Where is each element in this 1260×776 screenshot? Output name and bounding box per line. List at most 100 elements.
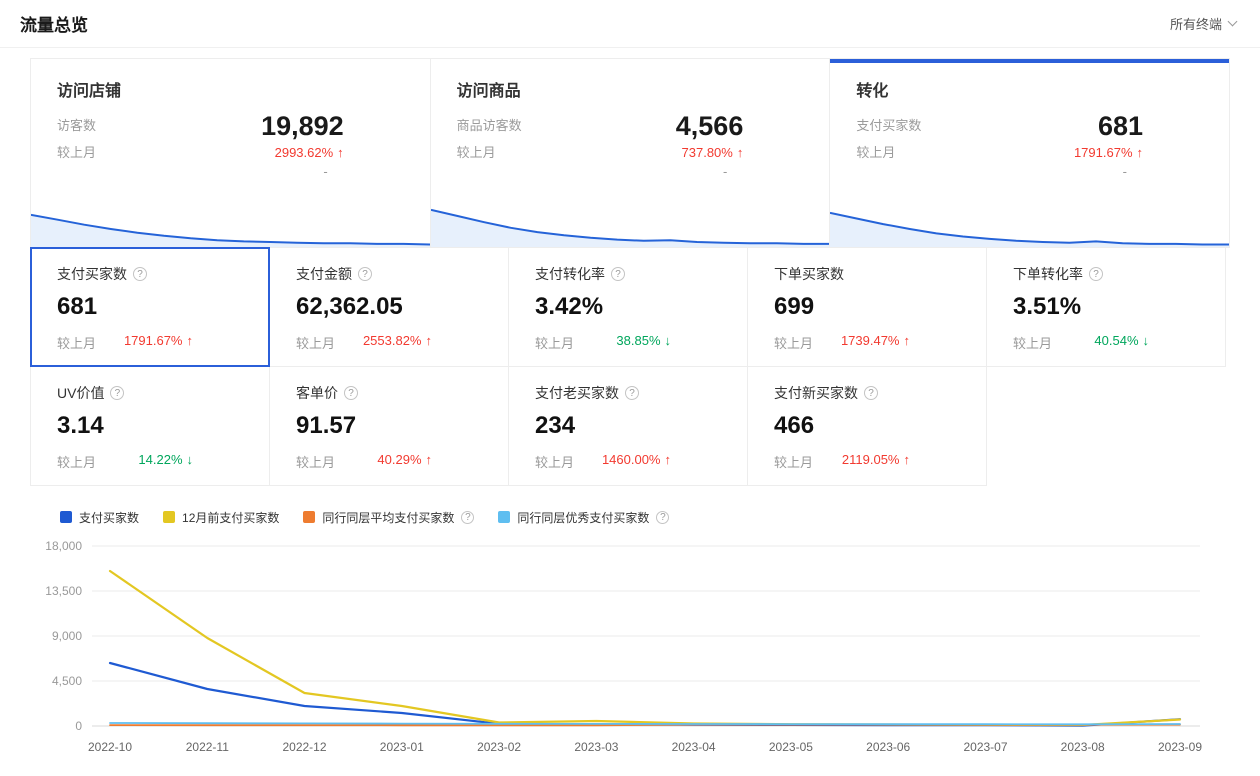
legend-swatch xyxy=(498,511,511,523)
change-value: 2553.82% xyxy=(362,333,422,348)
top-card-title: 转化 xyxy=(856,83,889,100)
x-tick-label: 2023-01 xyxy=(380,740,424,754)
change-value: 737.80% xyxy=(681,145,733,160)
stat-card-pay-amount[interactable]: 支付金额 62,362.05 较上月 2553.82% xyxy=(269,247,509,367)
info-icon[interactable] xyxy=(625,386,639,400)
chart-legend: 支付买家数 12月前支付买家数 同行同层平均支付买家数 同行同层优秀支付买家数 xyxy=(30,508,1230,526)
x-tick-label: 2022-10 xyxy=(88,740,132,754)
page-header: 流量总览 所有终端 xyxy=(0,0,1260,48)
info-icon[interactable] xyxy=(110,386,125,400)
compare-label: 较上月 xyxy=(296,336,336,351)
legend-label: 12月前支付买家数 xyxy=(182,510,280,525)
info-icon[interactable] xyxy=(656,510,670,524)
top-card-title: 访问商品 xyxy=(456,83,521,100)
stat-card-title: 下单转化率 xyxy=(1013,266,1083,282)
compare-label: 较上月 xyxy=(57,336,97,351)
legend-label: 支付买家数 xyxy=(79,510,140,525)
stat-card-order-conversion-rate[interactable]: 下单转化率 3.51% 较上月 40.54% xyxy=(986,247,1226,367)
compare-label: 较上月 xyxy=(296,455,336,470)
y-tick-label: 13,500 xyxy=(45,584,82,598)
stat-card-title: 支付新买家数 xyxy=(774,385,858,401)
y-tick-label: 0 xyxy=(75,719,82,733)
legend-item[interactable]: 同行同层优秀支付买家数 xyxy=(498,509,670,526)
compare-label: 较上月 xyxy=(57,455,97,470)
terminal-dropdown-label: 所有终端 xyxy=(1169,17,1222,32)
x-tick-label: 2022-12 xyxy=(282,740,326,754)
sub-value: - xyxy=(323,164,328,179)
stat-card-title: 客单价 xyxy=(296,385,338,401)
legend-swatch xyxy=(60,511,72,523)
chevron-down-icon xyxy=(1227,16,1238,27)
info-icon[interactable] xyxy=(461,510,475,524)
top-card-product-visits[interactable]: 访问商品 商品访客数 较上月 4,566 737.80% - xyxy=(429,58,831,248)
series-line xyxy=(109,722,1181,726)
stat-card-value: 699 xyxy=(774,293,815,320)
compare-label: 较上月 xyxy=(535,336,575,351)
change-value: 14.22% xyxy=(138,452,183,467)
stat-card-order-buyers[interactable]: 下单买家数 699 较上月 1739.47% xyxy=(747,247,987,367)
change-value: 1791.67% xyxy=(123,333,183,348)
compare-label: 较上月 xyxy=(57,145,97,160)
change-value: 40.54% xyxy=(1094,333,1139,348)
change-value: 2119.05% xyxy=(841,452,900,467)
change-indicator: 40.29% xyxy=(377,452,432,471)
top-card-conversion[interactable]: 转化 支付买家数 较上月 681 1791.67% - xyxy=(829,58,1231,248)
legend-item[interactable]: 支付买家数 xyxy=(60,509,139,526)
stat-cards-row-2: UV价值 3.14 较上月 14.22% 客单价 91.57 较上月 40.29… xyxy=(30,366,1230,486)
metric-value: 4,566 xyxy=(675,111,744,141)
change-indicator: 2553.82% xyxy=(363,333,432,352)
change-value: 2993.62% xyxy=(274,145,334,160)
trend-arrow-icon xyxy=(1137,145,1144,160)
page-title: 流量总览 xyxy=(20,16,88,35)
stat-card-value: 466 xyxy=(774,412,815,439)
info-icon[interactable] xyxy=(864,386,878,400)
stat-card-uv-value[interactable]: UV价值 3.14 较上月 14.22% xyxy=(30,366,270,486)
y-tick-label: 4,500 xyxy=(52,674,82,688)
change-indicator: 14.22% xyxy=(138,452,193,471)
metrics-panel: 访问店铺 访客数 较上月 19,892 2993.62% - 访问商品 xyxy=(30,58,1231,486)
stat-card-title: UV价值 xyxy=(57,385,105,401)
info-icon[interactable] xyxy=(358,267,372,281)
stat-card-returning-buyers[interactable]: 支付老买家数 234 较上月 1460.00% xyxy=(508,366,748,486)
info-icon[interactable] xyxy=(344,386,358,400)
legend-swatch xyxy=(163,511,176,523)
change-indicator: 38.85% xyxy=(616,333,671,352)
trend-arrow-icon xyxy=(426,333,433,348)
stat-card-avg-order-value[interactable]: 客单价 91.57 较上月 40.29% xyxy=(269,366,509,486)
x-tick-label: 2023-03 xyxy=(574,740,618,754)
change-value: 1460.00% xyxy=(601,452,661,467)
stat-card-value: 234 xyxy=(535,412,576,439)
legend-item[interactable]: 12月前支付买家数 xyxy=(163,509,279,526)
compare-label: 较上月 xyxy=(1013,336,1053,351)
stat-card-value: 91.57 xyxy=(296,412,357,439)
stat-card-title: 支付金额 xyxy=(296,266,352,282)
top-card-store-visits[interactable]: 访问店铺 访客数 较上月 19,892 2993.62% - xyxy=(30,58,431,248)
stat-card-pay-conversion-rate[interactable]: 支付转化率 3.42% 较上月 38.85% xyxy=(508,247,748,367)
info-icon[interactable] xyxy=(133,267,147,281)
stat-card-value: 3.51% xyxy=(1013,293,1082,320)
change-value: 40.29% xyxy=(377,452,422,467)
stat-card-new-buyers[interactable]: 支付新买家数 466 较上月 2119.05% xyxy=(747,366,987,486)
x-tick-label: 2023-09 xyxy=(1158,740,1202,754)
y-tick-label: 9,000 xyxy=(52,629,82,643)
trend-arrow-icon xyxy=(426,452,433,467)
trend-arrow-icon xyxy=(904,452,911,467)
sparkline-svg xyxy=(430,208,830,247)
trend-chart-section: 支付买家数 12月前支付买家数 同行同层平均支付买家数 同行同层优秀支付买家数 0 4,… xyxy=(30,508,1230,771)
sparkline-svg xyxy=(830,211,1230,247)
stat-card-pay-buyers[interactable]: 支付买家数 681 较上月 1791.67% xyxy=(30,247,270,367)
info-icon[interactable] xyxy=(1089,267,1103,281)
x-tick-label: 2023-07 xyxy=(963,740,1007,754)
trend-line-chart[interactable]: 0 4,500 9,000 13,500 18,000 2022-10 2022-11 202… xyxy=(30,536,1230,771)
info-icon[interactable] xyxy=(611,267,625,281)
terminal-dropdown[interactable]: 所有终端 xyxy=(1169,14,1238,33)
y-tick-label: 18,000 xyxy=(45,539,82,553)
sub-value: - xyxy=(723,164,728,179)
legend-label: 同行同层平均支付买家数 xyxy=(322,510,455,525)
trend-arrow-icon xyxy=(904,333,911,348)
change-indicator: 1460.00% xyxy=(602,452,671,471)
change-indicator: 40.54% xyxy=(1094,333,1149,352)
change-indicator: 2119.05% xyxy=(842,452,910,471)
trend-arrow-icon xyxy=(337,145,344,160)
legend-item[interactable]: 同行同层平均支付买家数 xyxy=(303,509,475,526)
